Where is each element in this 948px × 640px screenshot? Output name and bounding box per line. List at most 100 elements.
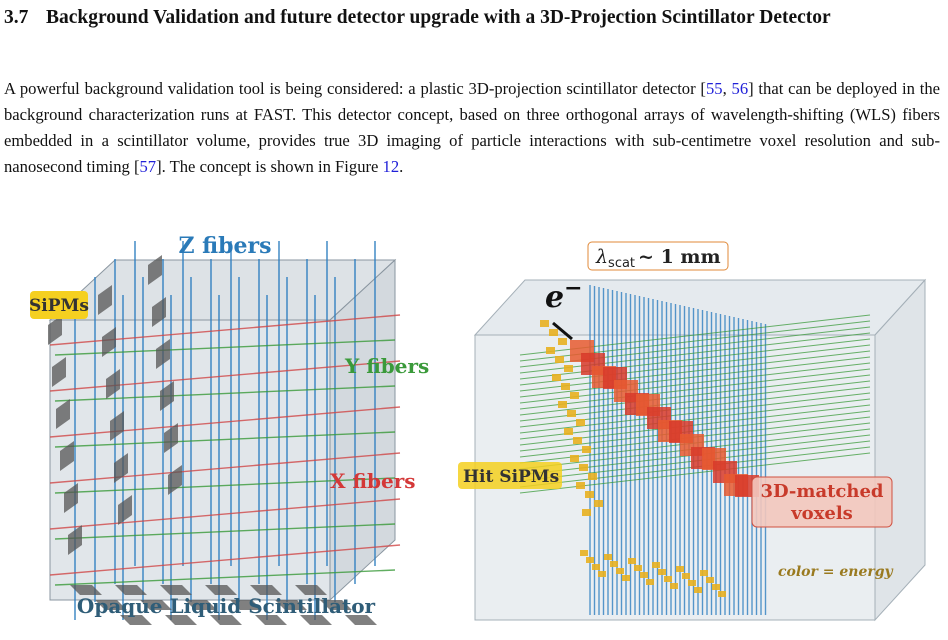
hit-sipm (594, 500, 603, 507)
sipm (205, 585, 237, 595)
hit-sipm (634, 565, 642, 571)
sipm (56, 399, 70, 429)
x-fiber (519, 344, 871, 386)
hit-sipm (588, 473, 597, 480)
sipm (64, 483, 78, 513)
sipm (140, 600, 172, 610)
hit-sipm (616, 568, 624, 574)
hit-sipm (604, 554, 612, 560)
sipm (118, 495, 132, 525)
sipm (168, 465, 182, 495)
paragraph: A powerful background validation tool is… (4, 76, 940, 180)
cube-side (329, 258, 396, 602)
hit-sipm (570, 392, 579, 399)
hit-sipm (592, 564, 600, 570)
sipm (156, 339, 170, 369)
voxel-label: voxels (790, 503, 853, 524)
hit-sipm (646, 579, 654, 585)
sipm (102, 327, 116, 357)
x-fiber (519, 356, 871, 398)
hit-sipm (640, 572, 648, 578)
particle: e− (545, 275, 583, 315)
x-fiber (519, 380, 871, 422)
x-fiber (49, 406, 401, 438)
x-fiber (49, 544, 401, 576)
sipm (106, 369, 120, 399)
section-heading: 3.7 Background Validation and future det… (4, 6, 934, 30)
x-fiber (519, 368, 871, 410)
z-label: Z fibers (178, 233, 271, 259)
citation[interactable]: 57 (139, 157, 157, 176)
sipm (152, 297, 166, 327)
hit-sipm (700, 570, 708, 576)
hit-sipm (579, 464, 588, 471)
x-fiber (519, 374, 871, 416)
label-box (30, 291, 88, 319)
sipm (250, 585, 282, 595)
sipm (95, 600, 127, 610)
sipm (120, 615, 152, 625)
hit-sipm (558, 401, 567, 408)
hit-sipm (558, 338, 567, 345)
hit-sipm (694, 587, 702, 593)
sipm (165, 615, 197, 625)
voxel-label: 3D-matched (760, 481, 883, 502)
hit-sipm (582, 509, 591, 516)
hit-sipm (573, 437, 582, 444)
hit-sipm (682, 573, 690, 579)
label-box (751, 476, 893, 528)
bottom-label: Opaque Liquid Scintillator (77, 594, 376, 618)
x-fiber (519, 332, 871, 374)
hit-label: Hit SiPMs (463, 467, 559, 487)
sipm (164, 423, 178, 453)
hit-sipm (564, 365, 573, 372)
hit-sipm (540, 320, 549, 327)
sipm (255, 615, 287, 625)
x-fiber (519, 350, 871, 392)
y-fiber (54, 477, 396, 494)
y-fiber (54, 385, 396, 402)
label-box (587, 241, 729, 271)
hit-sipm (628, 558, 636, 564)
hit-sipm (546, 347, 555, 354)
hit-sipm (676, 566, 684, 572)
text: ]. The concept is shown in Figure (156, 157, 383, 176)
x-fiber (519, 392, 871, 434)
particle-symbol: e (545, 280, 564, 315)
x-fiber (519, 410, 871, 452)
hit-sipm (664, 576, 672, 582)
sipm (210, 615, 242, 625)
citation[interactable]: 56 (731, 79, 749, 98)
hit-sipm (610, 561, 618, 567)
lambda-label: λscat ~ 1 mm (595, 246, 721, 271)
sipm (70, 585, 102, 595)
sipm (160, 381, 174, 411)
citation[interactable]: 55 (705, 79, 723, 98)
arrow (552, 321, 573, 341)
hit-sipm (549, 329, 558, 336)
hit-sipm (561, 383, 570, 390)
hit-sipm (585, 491, 594, 498)
hit-sipm (688, 580, 696, 586)
sipm (115, 585, 147, 595)
hit-sipm (570, 455, 579, 462)
section-number: 3.7 (4, 7, 29, 28)
sipm (52, 357, 66, 387)
figure: Z fibers SiPMs Y fibers X fibers Opaque … (29, 233, 927, 625)
x-fiber (49, 498, 401, 530)
hit-sipm (552, 374, 561, 381)
left-panel (48, 241, 401, 625)
sipm (230, 600, 262, 610)
lambda-rest: ~ 1 mm (638, 246, 721, 268)
y-fiber (54, 523, 396, 540)
y-fiber (54, 431, 396, 448)
y-fiber (54, 569, 396, 586)
hit-sipm (582, 446, 591, 453)
figure-ref[interactable]: 12 (382, 157, 400, 176)
y-label: Y fibers (344, 354, 429, 378)
label-box (458, 462, 562, 489)
sipm (320, 600, 352, 610)
hit-sipm (652, 562, 660, 568)
hit-sipm (598, 571, 606, 577)
